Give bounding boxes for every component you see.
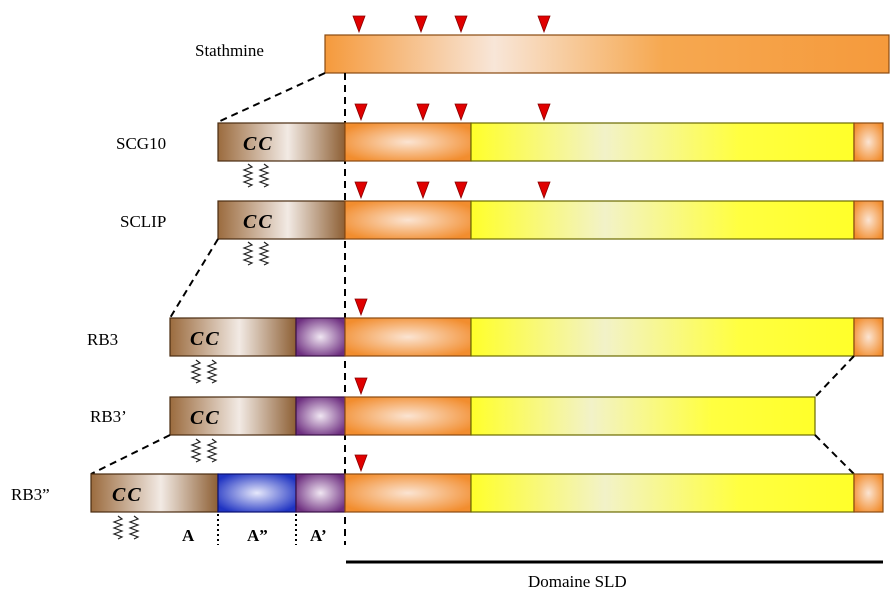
terminal-domain [853,473,884,513]
orange-domain [344,122,472,162]
phospho-marker [414,15,428,33]
cc-label: CC [190,407,221,429]
row-stathmine: Stathmine [195,15,890,74]
cc-label: CC [190,328,221,350]
orange-domain [344,473,472,513]
phospho-marker [354,454,368,472]
palmitoylation-icon [129,515,139,540]
phospho-marker [537,15,551,33]
phospho-marker [354,377,368,395]
cc-domain [169,317,297,357]
cc-label: CC [112,484,143,506]
terminal-domain [853,122,884,162]
palmitoylation-icon [207,359,217,384]
protein-label-rb3-prime: RB3’ [90,407,127,426]
sld-label: Domaine SLD [528,572,627,591]
connector-line [814,434,855,475]
phospho-marker [537,103,551,121]
a-double-prime-domain [217,473,297,513]
orange-domain [344,396,472,436]
yellow-domain [470,200,855,240]
phospho-marker [454,103,468,121]
segment-label-a-prime: A’ [310,526,327,545]
cc-label: CC [243,211,274,233]
cc-domain [90,473,219,513]
palmitoylation-icon [191,359,201,384]
palmitoylation-icon [191,438,201,463]
row-sclip: SCLIP CC [120,181,884,266]
phospho-marker [352,15,366,33]
segment-label-a-double-prime: A” [247,526,268,545]
palmitoylation-icon [243,241,253,266]
stathmine-domain-bar [324,34,890,74]
phospho-marker [454,181,468,199]
cc-domain [217,200,346,240]
a-prime-domain [295,396,346,436]
row-rb3-prime: RB3’ CC [90,377,816,463]
protein-label-scg10: SCG10 [116,134,166,153]
yellow-domain [470,122,855,162]
phospho-marker [416,181,430,199]
segment-label-a: A [182,526,195,545]
protein-label-rb3: RB3 [87,330,118,349]
connector-line [217,72,326,123]
protein-label-sclip: SCLIP [120,212,166,231]
protein-label-rb3-double-prime: RB3” [11,485,50,504]
phospho-marker [416,103,430,121]
palmitoylation-icon [207,438,217,463]
a-prime-domain [295,473,346,513]
phospho-marker [454,15,468,33]
cc-label: CC [243,133,274,155]
cc-domain [169,396,297,436]
phospho-marker [354,103,368,121]
orange-domain [344,200,472,240]
cc-domain [217,122,346,162]
palmitoylation-icon [259,241,269,266]
connector-line [90,434,171,475]
yellow-domain [470,317,855,357]
phospho-marker [354,181,368,199]
terminal-domain [853,200,884,240]
yellow-domain [470,473,855,513]
orange-domain [344,317,472,357]
row-rb3-double-prime: RB3” CC A A” A’ [11,454,884,545]
connector-line [169,238,219,319]
palmitoylation-icon [259,163,269,188]
phospho-marker [537,181,551,199]
a-prime-domain [295,317,346,357]
row-rb3: RB3 CC [87,298,884,384]
row-scg10: SCG10 CC [116,103,884,188]
phospho-marker [354,298,368,316]
palmitoylation-icon [243,163,253,188]
terminal-domain [853,317,884,357]
palmitoylation-icon [113,515,123,540]
connector-line [814,355,855,398]
yellow-domain-truncated [470,396,816,436]
protein-label-stathmine: Stathmine [195,41,264,60]
